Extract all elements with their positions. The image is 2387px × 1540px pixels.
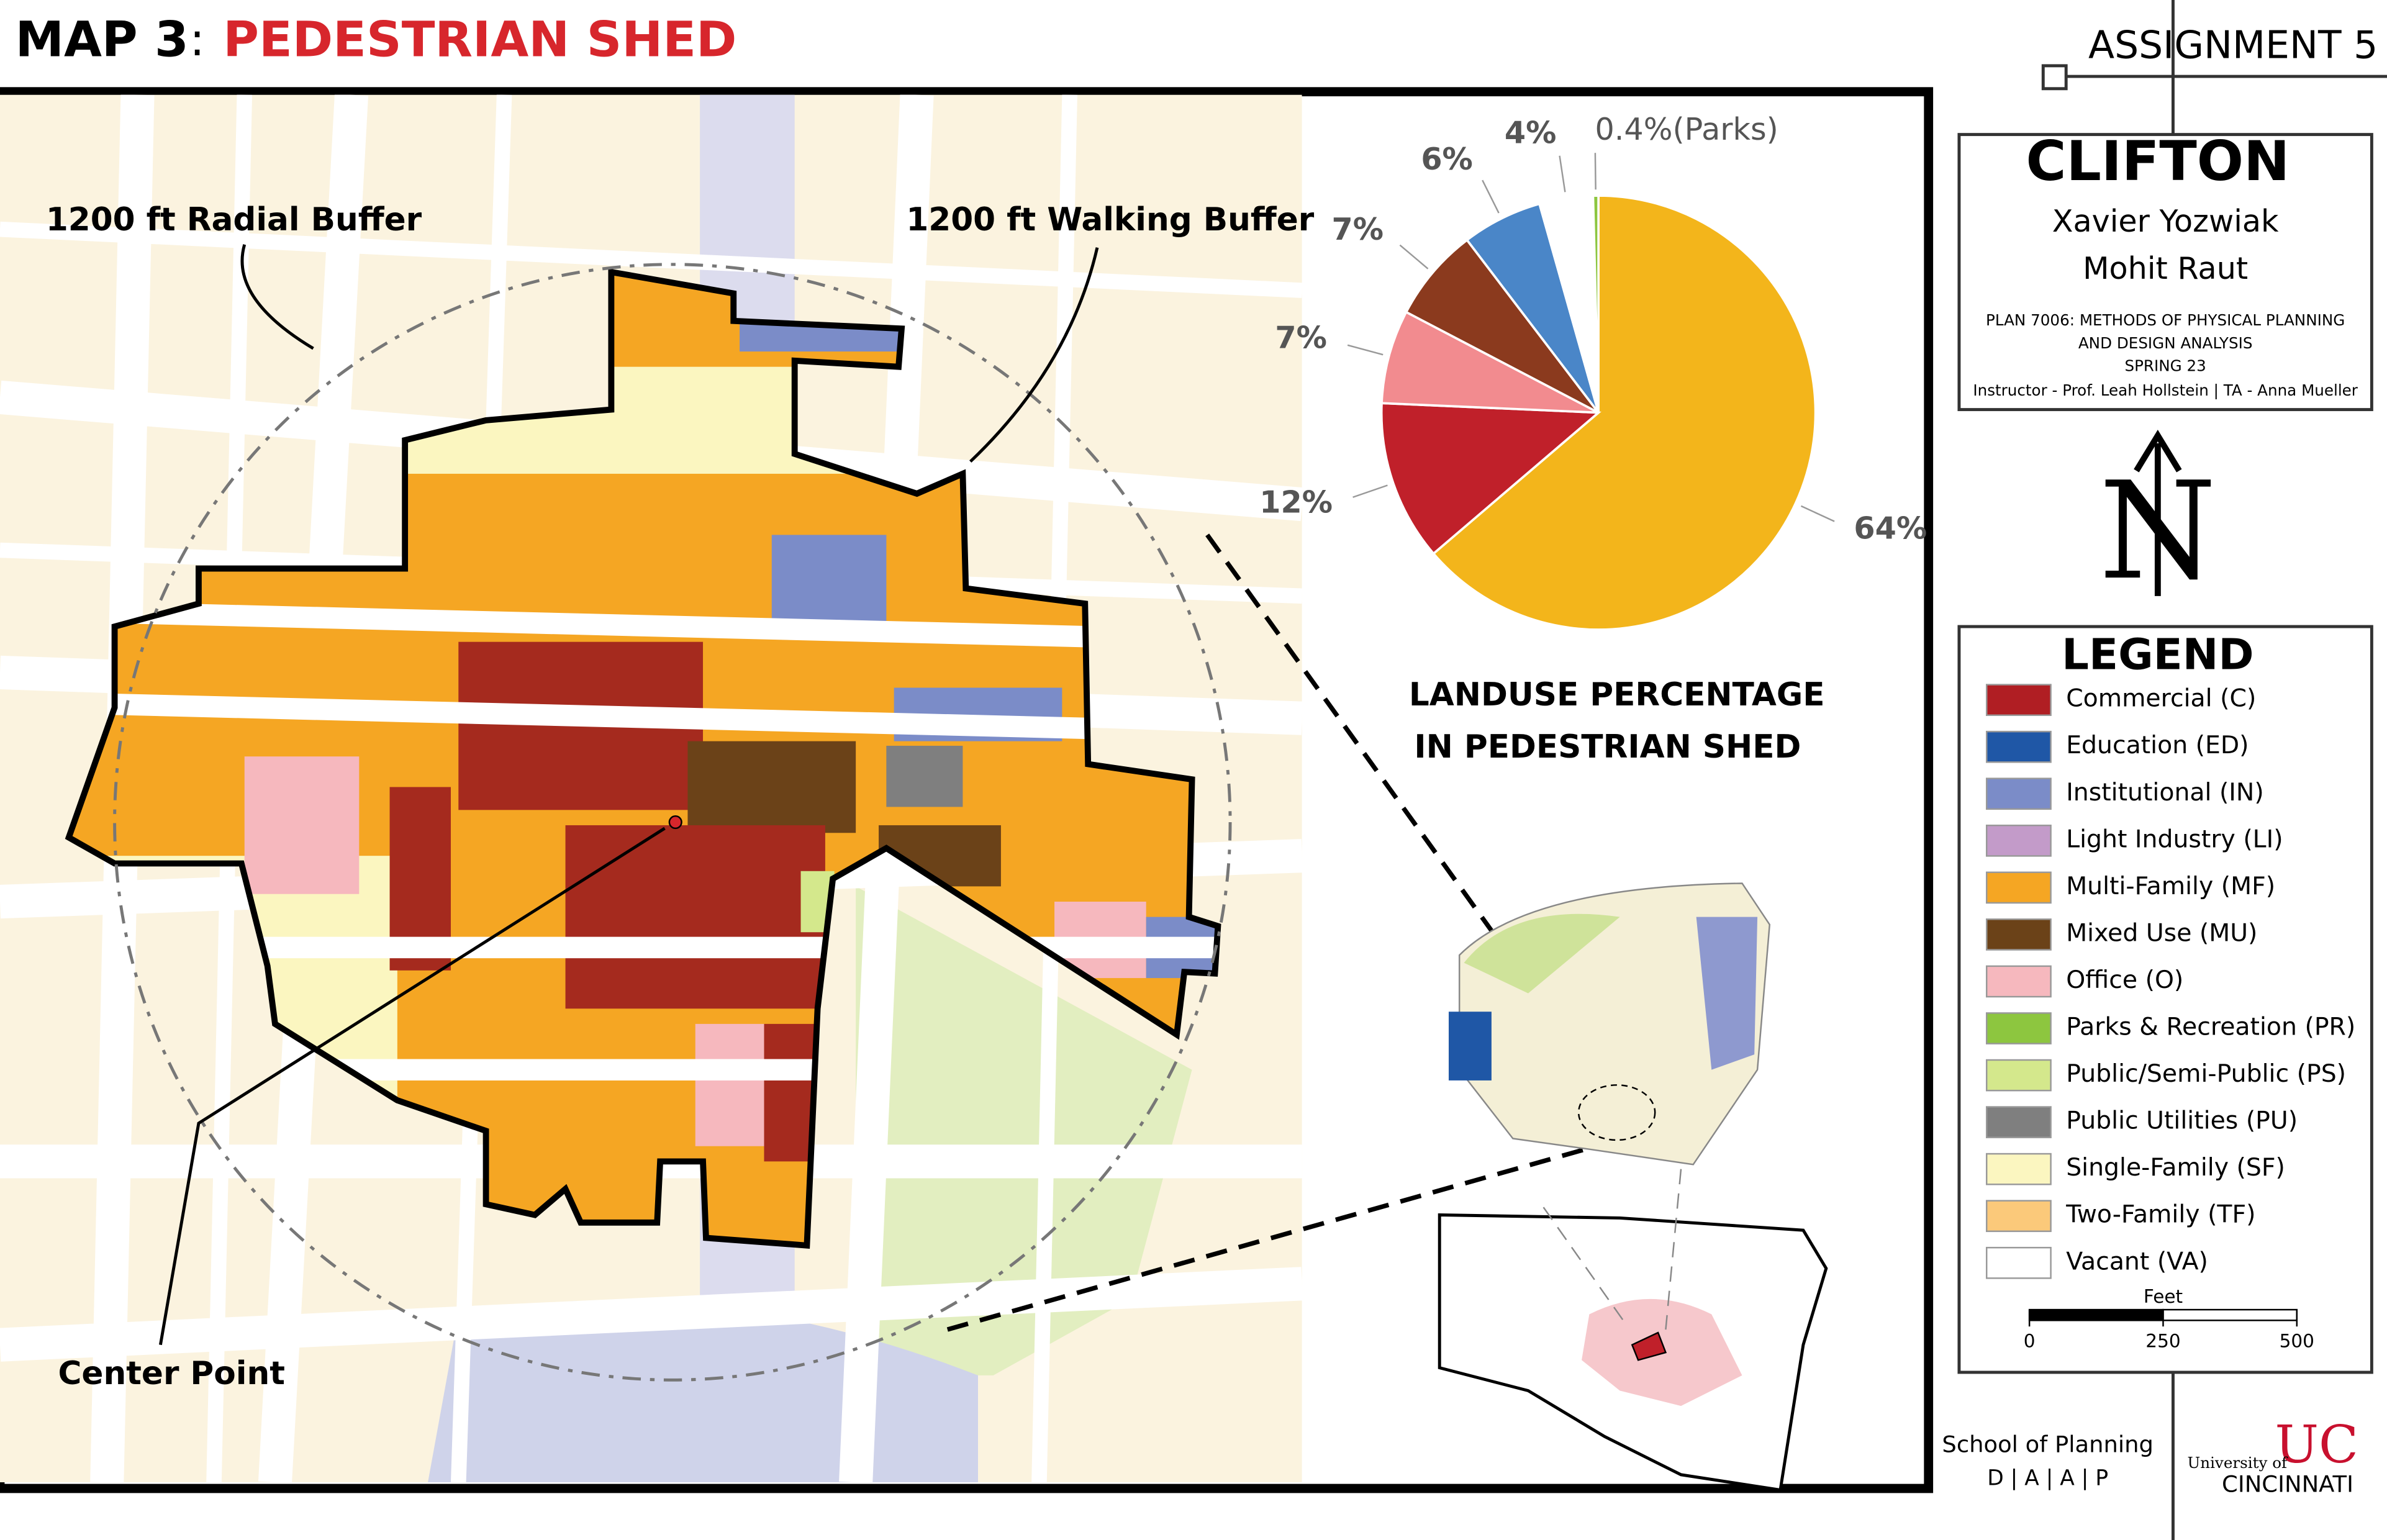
leader (1399, 244, 1429, 270)
leader (1347, 344, 1384, 356)
leader (240, 244, 314, 350)
scale-label: 250 (2145, 1330, 2180, 1351)
assignment: ASSIGNMENT 5 (2088, 22, 2378, 67)
map-label: 1200 ft Walking Buffer (906, 201, 1314, 238)
legend-label: Multi-Family (MF) (2066, 872, 2275, 900)
instructors: Instructor - Prof. Leah Hollstein | TA -… (1973, 381, 2358, 399)
legend-swatch (1986, 1153, 2052, 1185)
scale-label: 500 (2280, 1330, 2314, 1351)
scale-segment (2162, 1308, 2298, 1321)
legend: Commercial (C) Education (ED) Institutiona… (1986, 684, 2355, 1279)
legend-swatch (1986, 1200, 2052, 1233)
school: School of Planning (1942, 1431, 2154, 1458)
university-of: University of (2188, 1454, 2289, 1472)
legend-swatch (1986, 965, 2052, 998)
map-number: MAP 3 (16, 11, 189, 68)
legend-swatch (1986, 1246, 2052, 1279)
radial-buffer (113, 263, 1232, 1382)
legend-label: Commercial (C) (2066, 684, 2256, 713)
leader (1594, 153, 1597, 190)
scale-label: 0 (2024, 1330, 2036, 1351)
scale-unit: Feet (2144, 1286, 2183, 1307)
legend-label: Public/Semi-Public (PS) (2066, 1059, 2346, 1088)
legend-label: Office (O) (2066, 966, 2183, 994)
pie-chart: 64% 12% 7% 7% 6% 4% 0.4%(Parks) (1259, 111, 1927, 631)
pie-label: 64% (1854, 510, 1927, 546)
map-label: 1200 ft Radial Buffer (46, 201, 422, 238)
pie-title: IN PEDESTRIAN SHED (1414, 728, 1801, 766)
legend-swatch (1986, 777, 2052, 810)
author: Xavier Yozwiak (2052, 203, 2279, 239)
leader (1559, 155, 1566, 192)
legend-label: Parks & Recreation (PR) (2066, 1013, 2355, 1041)
inset-inst (1696, 917, 1758, 1070)
legend-swatch (1986, 1106, 2052, 1138)
leader (969, 247, 1099, 463)
legend-swatch (1986, 684, 2052, 717)
university: CINCINNATI (2222, 1471, 2353, 1498)
pie-slice (1465, 202, 1600, 414)
inset-park (1464, 913, 1620, 994)
inset-edu (1448, 1012, 1492, 1080)
pie-title: LANDUSE PERCENTAGE (1409, 676, 1825, 713)
course: PLAN 7006: METHODS OF PHYSICAL PLANNING (1986, 311, 2345, 329)
inset-clifton (1631, 1331, 1667, 1361)
legend-swatch (1986, 730, 2052, 763)
map-title: PEDESTRIAN SHED (223, 11, 736, 68)
pie-slice (1380, 402, 1601, 556)
leader (158, 827, 666, 1346)
legend-swatch (1986, 824, 2052, 857)
legend-label: Public Utilities (PU) (2066, 1107, 2298, 1135)
north-label: N (2099, 453, 2216, 610)
legend-label: Mixed Use (MU) (2066, 918, 2257, 947)
separator: : (189, 13, 205, 66)
center-point (668, 815, 682, 830)
leader (1800, 505, 1835, 522)
pie-label: 7% (1332, 211, 1384, 247)
inset-leader (1542, 1169, 1682, 1330)
pie-label: 6% (1421, 141, 1473, 177)
title-block (1957, 133, 2373, 412)
author: Mohit Raut (2083, 250, 2248, 286)
scale-segment (2028, 1308, 2164, 1321)
uc-logo: UC (2275, 1414, 2359, 1475)
pie-label: 4% (1505, 114, 1557, 150)
leader (1352, 484, 1388, 498)
daap: D | A | A | P (1987, 1466, 2108, 1491)
legend-swatch (1986, 871, 2052, 904)
pie-slice (1380, 310, 1600, 414)
course: AND DESIGN ANALYSIS (2078, 334, 2253, 352)
legend-label: Light Industry (LI) (2066, 825, 2283, 853)
scale-bar: Feet 0 250 500 (2024, 1286, 2314, 1351)
inset-shed (1577, 1084, 1656, 1141)
map-label: Center Point (58, 1355, 285, 1392)
north-arrow (2134, 429, 2182, 596)
legend-label: Two-Family (TF) (2065, 1200, 2255, 1229)
pie-label: 0.4%(Parks) (1595, 111, 1778, 147)
pie-label: 7% (1275, 319, 1327, 355)
legend-swatch (1986, 1059, 2052, 1092)
legend-swatch (1986, 918, 2052, 951)
leader (1482, 179, 1500, 214)
legend-label: Single-Family (SF) (2066, 1153, 2285, 1182)
pie-slice (1404, 238, 1600, 414)
pie-slice (1431, 194, 1817, 631)
legend-swatch (1986, 1012, 2052, 1044)
legend-label: Education (ED) (2066, 731, 2249, 759)
rule-box (2041, 64, 2068, 91)
legend-label: Vacant (VA) (2066, 1247, 2208, 1275)
place: CLIFTON (2026, 129, 2290, 193)
pie-slice (1592, 194, 1600, 413)
legend-label: Institutional (IN) (2066, 778, 2264, 807)
pie-label: 12% (1259, 484, 1333, 520)
course: SPRING 23 (2124, 357, 2206, 375)
legend-title: LEGEND (2062, 630, 2253, 679)
